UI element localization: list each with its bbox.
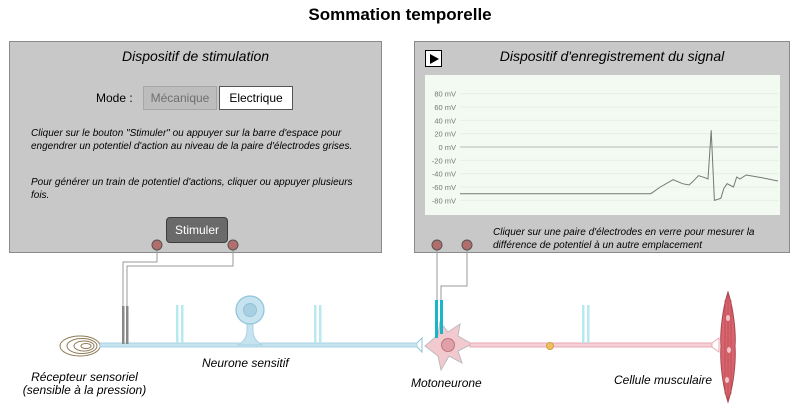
oscilloscope-chart: 80 mV 60 mV 40 mV 20 mV 0 mV -20 mV -40 mV -60 … xyxy=(425,75,780,215)
motor-neuron-soma xyxy=(424,320,474,372)
y-tick-label: 60 mV xyxy=(434,103,456,112)
mode-mecanique-button[interactable]: Mécanique xyxy=(143,86,217,110)
rec-connector-left[interactable] xyxy=(431,239,443,251)
receptor-label: Récepteur sensoriel (sensible à la press… xyxy=(22,370,147,397)
sensory-receptor xyxy=(59,335,101,357)
active-recording-electrodes[interactable] xyxy=(435,300,443,338)
muscle-cell-label: Cellule musculaire xyxy=(614,373,713,387)
play-icon xyxy=(430,54,439,64)
sensory-synapse xyxy=(416,336,423,354)
sensory-neuron-label: Neurone sensitif xyxy=(202,356,289,370)
y-tick-label: -40 mV xyxy=(432,170,456,179)
motor-neuron-label: Motoneurone xyxy=(411,376,482,390)
stimulation-instructions: Cliquer sur le bouton "Stimuler" ou appu… xyxy=(31,128,353,152)
myelin-node xyxy=(546,342,554,350)
y-tick-label: 0 mV xyxy=(438,143,456,152)
recording-panel-title: Dispositif d'enregistrement du signal xyxy=(499,48,725,64)
y-tick-label: 20 mV xyxy=(434,130,456,139)
page-title: Sommation temporelle xyxy=(308,5,492,24)
recording-wires xyxy=(436,246,468,300)
sensory-neuron-soma xyxy=(235,295,265,325)
membrane-potential-trace xyxy=(460,130,779,201)
y-tick-label: -80 mV xyxy=(432,196,456,205)
stimulation-panel-title: Dispositif de stimulation xyxy=(121,48,270,64)
stimulation-wires xyxy=(122,246,234,308)
recording-panel: Dispositif d'enregistrement du signal 80… xyxy=(414,41,790,253)
grey-stimulation-electrodes xyxy=(122,306,129,344)
y-tick-label: -20 mV xyxy=(432,156,456,165)
mode-label: Mode : xyxy=(96,91,133,105)
y-tick-label: 40 mV xyxy=(434,116,456,125)
stimuler-button[interactable]: Stimuler xyxy=(166,217,228,243)
recording-instructions: Cliquer sur une paire d'électrodes en ve… xyxy=(493,227,755,251)
mode-electrique-button[interactable]: Electrique xyxy=(219,86,293,110)
y-tick-label: -60 mV xyxy=(432,183,456,192)
rec-connector-right[interactable] xyxy=(461,239,473,251)
glass-electrode-pair-1[interactable] xyxy=(176,305,184,343)
muscle-cell xyxy=(720,290,736,404)
glass-electrode-pair-2[interactable] xyxy=(314,305,322,343)
sensory-axon xyxy=(99,321,418,348)
play-button[interactable] xyxy=(425,50,442,67)
oscilloscope-background xyxy=(425,75,780,215)
stim-connector-left[interactable] xyxy=(151,239,163,251)
stim-connector-right[interactable] xyxy=(227,239,239,251)
glass-electrode-pair-3[interactable] xyxy=(582,305,590,343)
stimulation-panel: Dispositif de stimulation Mode : Mécaniq… xyxy=(9,41,382,253)
y-tick-label: 80 mV xyxy=(434,90,456,99)
motor-axon xyxy=(469,337,720,353)
train-instructions: Pour générer un train de potentiel d'act… xyxy=(31,177,353,201)
